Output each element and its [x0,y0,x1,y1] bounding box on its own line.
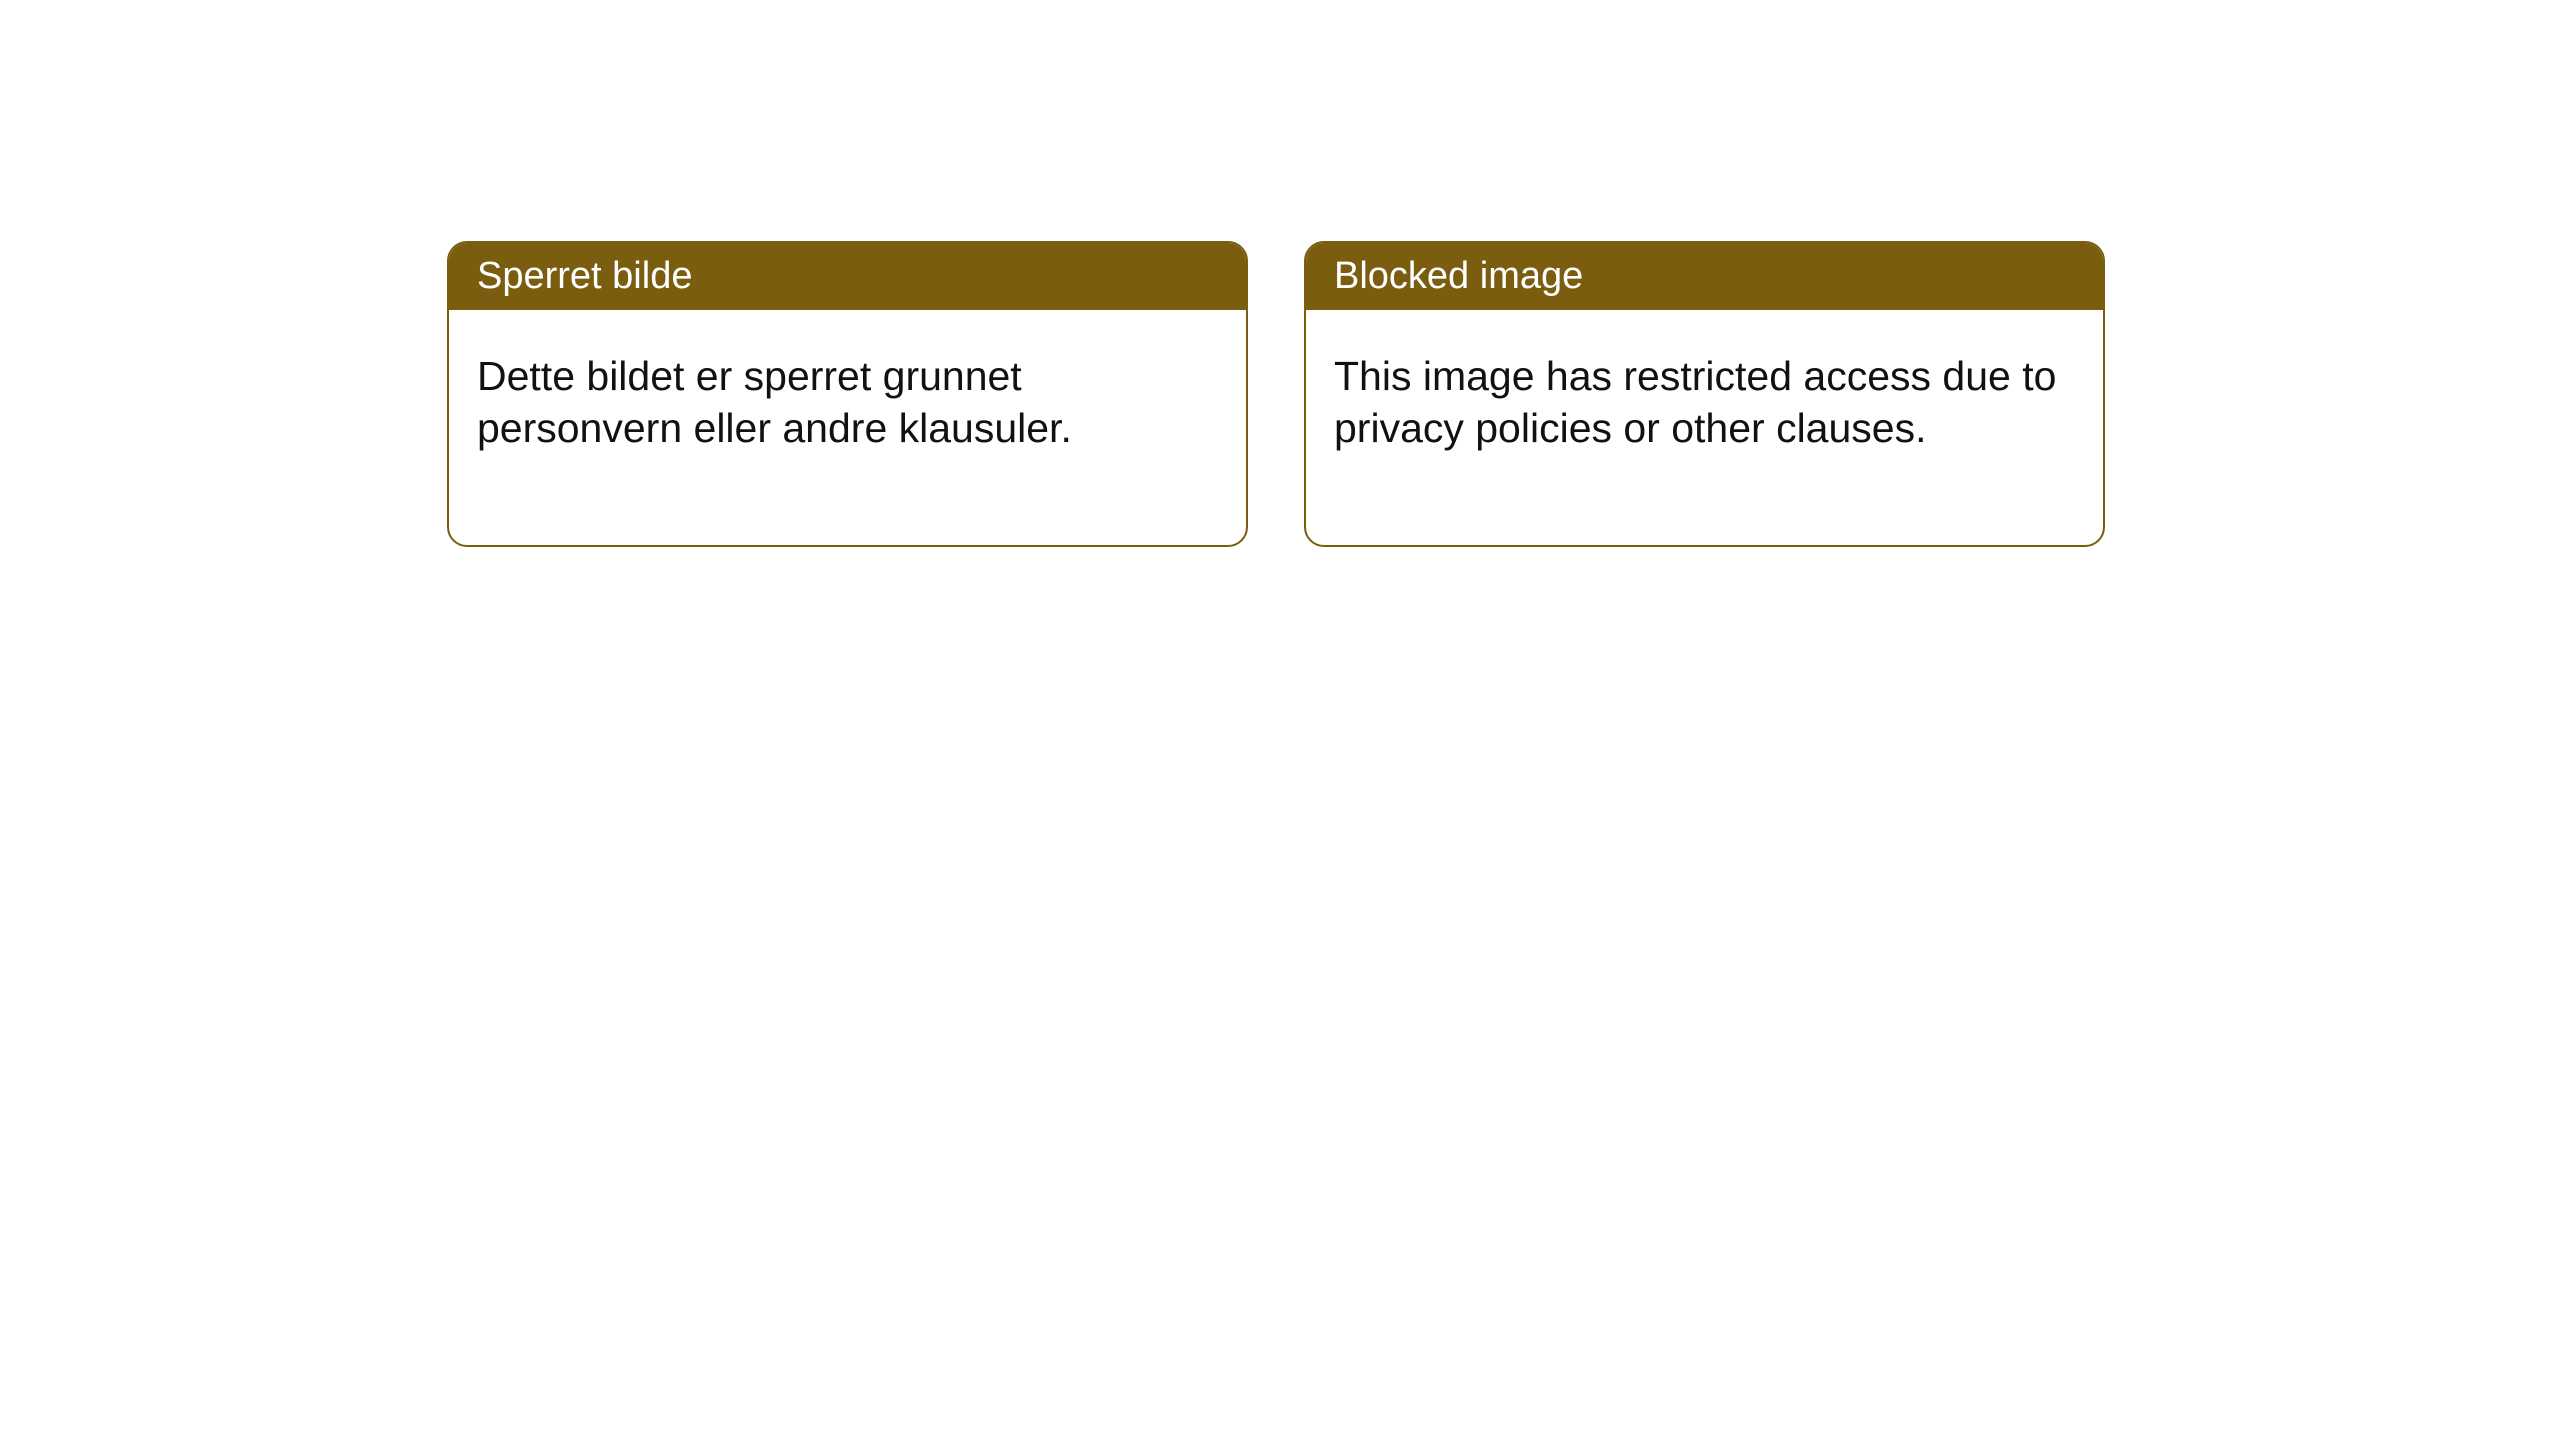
notice-card-english: Blocked image This image has restricted … [1304,241,2105,547]
notice-card-body: This image has restricted access due to … [1306,310,2103,545]
notice-card-body: Dette bildet er sperret grunnet personve… [449,310,1246,545]
notice-card-title: Sperret bilde [449,243,1246,310]
notice-card-title: Blocked image [1306,243,2103,310]
notice-cards-container: Sperret bilde Dette bildet er sperret gr… [447,241,2105,547]
notice-card-norwegian: Sperret bilde Dette bildet er sperret gr… [447,241,1248,547]
